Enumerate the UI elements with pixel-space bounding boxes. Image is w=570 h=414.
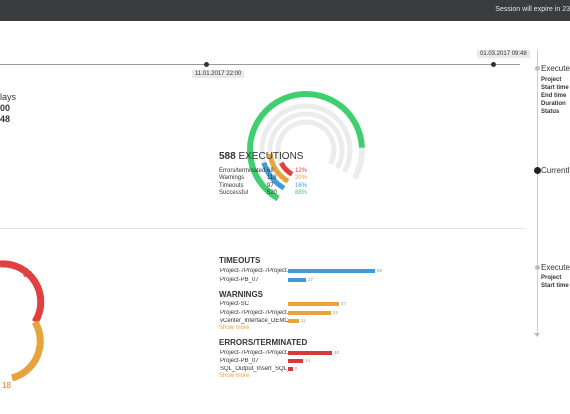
stat-count: 97 <box>267 182 274 189</box>
summary-line-value-2: 48 <box>0 114 11 124</box>
bar-fill <box>288 351 332 355</box>
bar-label: Project-7Project-7Project... <box>220 268 288 274</box>
bar-label: Project-7Project-7Project... <box>220 350 288 356</box>
executed-field-project: Project <box>541 77 562 83</box>
radial-track-errors <box>275 119 337 177</box>
stat-label: Successful <box>219 190 249 197</box>
right-panel-timeline <box>537 50 538 335</box>
bar-label: Project-PB_07 <box>220 358 259 364</box>
stat-percent: 20% <box>295 175 308 182</box>
executed-field-duration: Duration <box>541 101 566 107</box>
bar-fill <box>288 319 299 323</box>
currently-heading[interactable]: Currently <box>541 166 570 175</box>
bar-value: 14 <box>305 358 311 363</box>
bar-label: Project-SC <box>220 301 250 307</box>
stat-row-successful: Successful 520 88% <box>219 190 307 197</box>
bar-value: 17 <box>308 277 314 282</box>
executions-stats: Errors/terminated 68 12% Warnings 118 20… <box>219 168 307 198</box>
left-donut-label-errors: 68 <box>23 270 32 279</box>
bar-label: Project-7Project-7Project... <box>220 310 288 316</box>
warnings-show-more-link[interactable]: Show more <box>219 325 250 331</box>
summary-line-value-1: 00 <box>0 103 11 113</box>
executed-heading-1[interactable]: Executed <box>541 64 570 73</box>
currently-dot-icon <box>534 167 541 174</box>
warnings-title: WARNINGS <box>219 290 263 299</box>
timeline-label-1: 11.01.2017 22:00 <box>192 70 245 78</box>
session-expiry-text: Session will expire in 23 <box>495 6 570 13</box>
executions-total: 588 <box>219 151 236 162</box>
stat-percent: 88% <box>295 190 308 197</box>
bar-label: SQL_Output_Insert_SQL_... <box>220 366 288 372</box>
executed-heading-2[interactable]: Executed <box>541 263 570 272</box>
bar-value: 85 <box>377 268 383 273</box>
executions-title-suffix: EXECUTIONS <box>238 151 304 162</box>
stat-label: Warnings <box>219 175 245 182</box>
bar-fill <box>288 302 339 306</box>
executions-title: 588 EXECUTIONS <box>219 151 303 162</box>
left-donut-label-warnings: 18 <box>2 381 11 390</box>
executed-dot-icon-2 <box>535 265 540 270</box>
top-bar: Session will expire in 23 <box>0 0 570 21</box>
timeline-marker-1[interactable] <box>204 62 209 67</box>
executed-field-end-time: End time <box>541 93 567 99</box>
stat-count: 68 <box>267 168 274 174</box>
left-donut-errors-arc <box>0 260 45 324</box>
executed-field-status: Status <box>541 109 560 115</box>
stat-percent: 16% <box>295 182 308 189</box>
executed-field-start-time: Start time <box>541 85 569 91</box>
stat-percent: 12% <box>295 168 308 174</box>
bar-fill <box>288 269 375 273</box>
bar-fill <box>288 311 331 315</box>
bar-label: Project-PB_07 <box>220 277 259 283</box>
bar-value: 5 <box>295 366 298 371</box>
errors-show-more-link[interactable]: Show more <box>219 373 250 379</box>
section-divider <box>0 228 525 229</box>
stat-label: Errors/terminated <box>219 168 266 174</box>
summary-line-days: lays <box>0 92 17 102</box>
timeline-label-2: 01.03.2017 09:48 <box>477 50 530 58</box>
executed-dot-icon <box>535 66 540 71</box>
bar-value: 11 <box>301 318 306 323</box>
bar-label: vCenter_Interface_DEMO... <box>220 318 288 324</box>
executed-field-project-2: Project <box>541 275 562 281</box>
errors-title: ERRORS/TERMINATED <box>219 338 308 347</box>
bar-value: 40 <box>334 350 340 355</box>
stat-count: 520 <box>267 190 278 197</box>
timeline-axis <box>0 64 520 65</box>
stat-row-timeouts: Timeouts 97 16% <box>219 183 307 190</box>
chevron-down-icon[interactable] <box>534 333 540 337</box>
bar-fill <box>288 278 306 282</box>
stat-row-warnings: Warnings 118 20% <box>219 175 307 182</box>
stat-label: Timeouts <box>219 182 244 189</box>
bar-fill <box>288 367 293 371</box>
executed-field-start-time-2: Start time <box>541 283 569 289</box>
bar-fill <box>288 359 303 363</box>
stat-row-errors: Errors/terminated 68 12% <box>219 168 307 175</box>
left-donut-warnings-arc <box>10 320 44 382</box>
timeline-marker-2[interactable] <box>491 62 496 67</box>
stat-count: 118 <box>267 175 277 182</box>
bar-value: 41 <box>333 310 339 315</box>
timeouts-title: TIMEOUTS <box>219 256 261 265</box>
bar-value: 47 <box>341 301 347 306</box>
